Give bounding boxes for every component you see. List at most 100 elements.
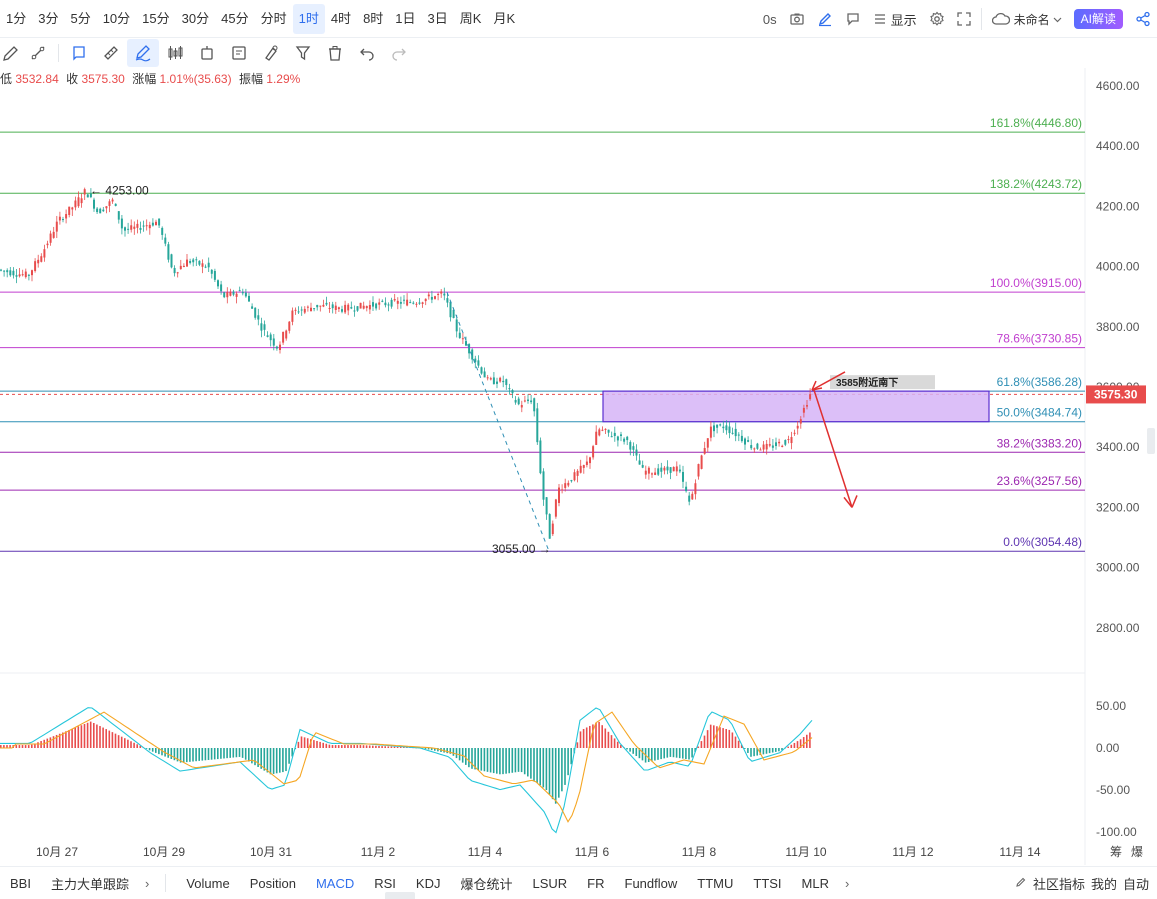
- indicator-tab-4[interactable]: MACD: [315, 875, 355, 891]
- macd-bar: [111, 732, 114, 748]
- candle-body: [34, 261, 37, 272]
- note-icon[interactable]: [223, 39, 255, 67]
- candle-body: [663, 467, 666, 471]
- candle-body: [499, 377, 502, 382]
- macd-tick-label: 50.00: [1096, 699, 1126, 713]
- indicator-tab-1[interactable]: 主力大单跟踪: [50, 876, 129, 892]
- fib-label: 50.0%(3484.74): [997, 406, 1082, 420]
- indicator-tab-3[interactable]: Position: [249, 875, 296, 891]
- indicator-tab-13[interactable]: MLR: [801, 875, 829, 891]
- macd-bar: [396, 746, 399, 748]
- macd-bar: [579, 731, 582, 748]
- candle-body: [530, 400, 533, 403]
- candlestick-icon[interactable]: [159, 39, 191, 67]
- candle-body: [737, 434, 740, 436]
- indicator-tab-7[interactable]: 爆仓统计: [460, 876, 513, 892]
- filter-icon[interactable]: [287, 39, 319, 67]
- candle-body: [368, 305, 371, 310]
- timeframe-0[interactable]: 1分: [6, 10, 27, 26]
- macd-bar: [514, 748, 517, 773]
- text-box-icon[interactable]: [63, 39, 95, 67]
- my-indicators[interactable]: 我的: [1090, 877, 1117, 892]
- undo-icon[interactable]: [351, 39, 383, 67]
- macd-bar: [477, 748, 479, 771]
- pencil-tool-icon[interactable]: [0, 39, 22, 67]
- chart-area[interactable]: 4600.004400.004200.004000.003800.003600.…: [0, 68, 1157, 865]
- macd-bar: [582, 728, 585, 748]
- indicator-tab-0[interactable]: BBI: [10, 875, 31, 891]
- panel-resize-handle[interactable]: [1147, 428, 1155, 454]
- macd-bar: [145, 748, 148, 749]
- macd-bar: [601, 725, 603, 748]
- candle-body: [325, 302, 328, 305]
- timeframe-13[interactable]: 周K: [459, 10, 482, 26]
- bottom-resize-handle[interactable]: [385, 892, 415, 899]
- ai-interpret-button[interactable]: AI解读: [1073, 9, 1123, 29]
- magnet-icon[interactable]: [255, 39, 287, 67]
- brush-icon[interactable]: [127, 39, 159, 67]
- indicator-tab-9[interactable]: FR: [587, 875, 605, 891]
- timeframe-1[interactable]: 3分: [38, 10, 59, 26]
- date-tick-label: 11月 6: [575, 845, 610, 859]
- chevron-right-icon[interactable]: ›: [845, 875, 850, 891]
- candle-body: [65, 214, 68, 219]
- candle-body: [697, 464, 700, 477]
- indicator-tab-6[interactable]: KDJ: [415, 875, 441, 891]
- timeframe-8[interactable]: 1时: [292, 3, 325, 34]
- share-icon[interactable]: [1129, 0, 1157, 38]
- timeframe-4[interactable]: 15分: [142, 10, 170, 26]
- line-tool-icon[interactable]: [22, 39, 54, 67]
- indicator-tab-8[interactable]: LSUR: [532, 875, 568, 891]
- timeframe-9[interactable]: 4时: [330, 10, 352, 26]
- comment-icon[interactable]: [839, 0, 867, 38]
- candle-body: [734, 428, 737, 437]
- indicator-tab-2[interactable]: Volume: [186, 875, 230, 891]
- trash-icon[interactable]: [319, 39, 351, 67]
- indicator-tab-12[interactable]: TTSI: [753, 875, 782, 891]
- macd-bar: [207, 748, 210, 760]
- ruler-icon[interactable]: [95, 39, 127, 67]
- auto-toggle[interactable]: 自动: [1122, 877, 1149, 892]
- macd-bar: [266, 748, 269, 773]
- community-indicators[interactable]: 社区指标: [1032, 877, 1085, 892]
- display-menu[interactable]: 显示: [867, 0, 923, 38]
- indicator-tab-5[interactable]: RSI: [374, 875, 396, 891]
- candle-body: [604, 428, 607, 430]
- timeframe-11[interactable]: 1日: [395, 10, 416, 26]
- macd-bar: [195, 748, 197, 762]
- candle-body: [120, 218, 123, 229]
- camera-icon[interactable]: [783, 0, 811, 38]
- candle-body: [21, 274, 24, 276]
- edit-icon[interactable]: [1015, 876, 1027, 891]
- candle-body: [288, 321, 291, 331]
- timeframe-10[interactable]: 8时: [363, 10, 384, 26]
- macd-bar: [719, 727, 721, 748]
- timeframe-14[interactable]: 月K: [493, 10, 516, 26]
- pen-icon[interactable]: [811, 0, 839, 38]
- resistance-zone[interactable]: [602, 390, 990, 423]
- timeframe-2[interactable]: 5分: [70, 10, 91, 26]
- macd-bar: [173, 748, 176, 761]
- timeframe-6[interactable]: 45分: [221, 10, 249, 26]
- redo-icon[interactable]: [383, 39, 415, 67]
- settings-icon[interactable]: [923, 0, 951, 38]
- macd-bar: [728, 729, 731, 748]
- timeframe-12[interactable]: 3日: [427, 10, 448, 26]
- indicator-tab-10[interactable]: Fundflow: [624, 875, 678, 891]
- price-chart[interactable]: 4600.004400.004200.004000.003800.003600.…: [0, 68, 1157, 865]
- candle-body: [762, 444, 765, 450]
- macd-bar: [161, 748, 163, 756]
- indicator-tab-11[interactable]: TTMU: [697, 875, 734, 891]
- macd-bar: [527, 748, 529, 777]
- layout-menu[interactable]: 未命名: [986, 0, 1068, 38]
- timeframe-5[interactable]: 30分: [181, 10, 210, 26]
- timeframe-3[interactable]: 10分: [102, 10, 131, 26]
- amplitude-label: 振幅: [238, 72, 263, 86]
- chevron-right-icon[interactable]: ›: [144, 875, 150, 891]
- macd-bar: [706, 730, 709, 748]
- fullscreen-icon[interactable]: [951, 0, 977, 38]
- flag-icon[interactable]: [191, 39, 223, 67]
- timeframe-7[interactable]: 分时: [260, 10, 287, 26]
- arrow-down-head: [843, 495, 858, 508]
- macd-bar: [762, 748, 765, 755]
